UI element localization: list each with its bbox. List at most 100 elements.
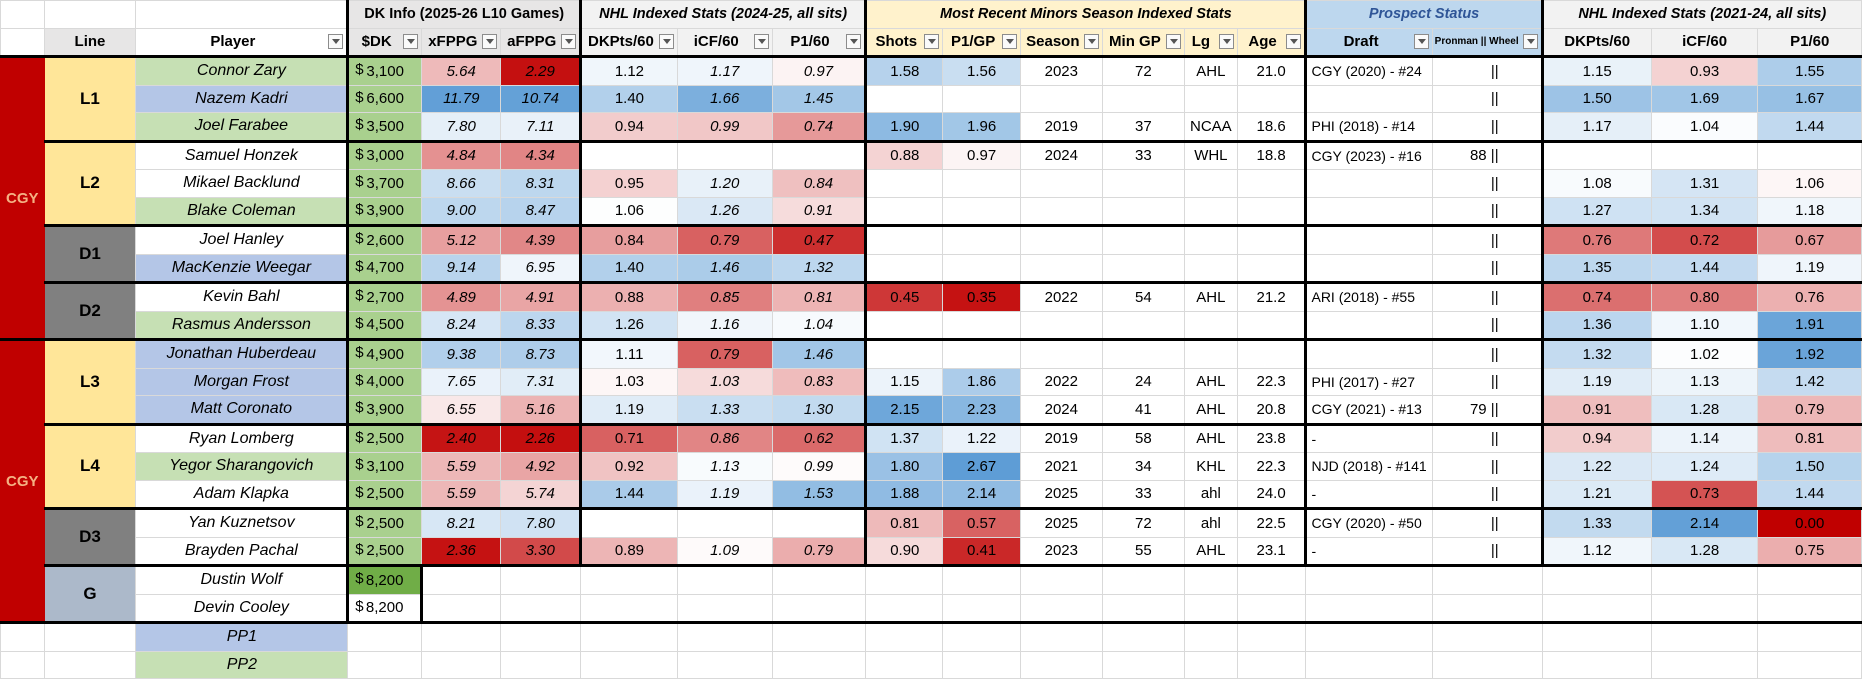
minors-season: 2022 bbox=[1019, 367, 1103, 396]
player-name[interactable]: Rasmus Andersson bbox=[135, 310, 350, 340]
empty-cell bbox=[0, 650, 45, 679]
nhl-dkpts60: 1.26 bbox=[579, 310, 678, 340]
header-icf60[interactable]: iCF/60 bbox=[676, 27, 773, 57]
table-row: Nazem Kadri $6,600 11.79 10.74 1.40 1.66 1.45 |… bbox=[1, 84, 1862, 113]
header-season[interactable]: Season bbox=[1019, 27, 1103, 57]
xfppg: 5.59 bbox=[421, 479, 502, 509]
filter-dropdown-icon[interactable] bbox=[1001, 33, 1017, 49]
player-name[interactable]: Brayden Pachal bbox=[135, 536, 350, 566]
minors-shots: 0.88 bbox=[864, 139, 944, 170]
hist-p160: 1.42 bbox=[1757, 367, 1862, 396]
filter-dropdown-icon[interactable] bbox=[561, 33, 577, 49]
pp-label-2[interactable]: PP2 bbox=[135, 650, 349, 679]
minors-season: 2023 bbox=[1019, 55, 1103, 86]
filter-dropdown-icon[interactable] bbox=[482, 33, 498, 49]
minors-season: 2025 bbox=[1019, 479, 1103, 509]
nhl-p160: 1.46 bbox=[771, 338, 867, 369]
player-name[interactable]: Devin Cooley bbox=[135, 593, 350, 623]
filter-dropdown-icon[interactable] bbox=[1166, 33, 1182, 49]
minors-season: 2024 bbox=[1019, 395, 1103, 425]
minors-shots: 1.90 bbox=[864, 112, 944, 142]
player-name[interactable]: Kevin Bahl bbox=[135, 281, 350, 312]
player-name[interactable]: Nazem Kadri bbox=[135, 84, 350, 113]
player-name[interactable]: Connor Zary bbox=[135, 55, 350, 86]
header-min-gp[interactable]: Min GP bbox=[1101, 27, 1186, 57]
header-dk[interactable]: $DK bbox=[346, 27, 423, 57]
player-name[interactable]: Blake Coleman bbox=[135, 196, 350, 226]
header-xfppg[interactable]: xFPPG bbox=[421, 27, 502, 57]
draft: CGY (2020) - #24 bbox=[1304, 55, 1433, 86]
filter-dropdown-icon[interactable] bbox=[846, 33, 862, 49]
hist-dkpts60: 1.22 bbox=[1540, 452, 1652, 481]
player-name[interactable]: Ryan Lomberg bbox=[135, 422, 350, 453]
empty-cell bbox=[1650, 564, 1759, 595]
line-label-l3: L3 bbox=[43, 338, 137, 425]
filter-dropdown-icon[interactable] bbox=[924, 33, 940, 49]
player-name[interactable]: Samuel Honzek bbox=[135, 139, 350, 170]
player-name[interactable]: Yan Kuznetsov bbox=[135, 507, 350, 538]
minors-season: 2023 bbox=[1019, 536, 1103, 566]
header-draft[interactable]: Draft bbox=[1304, 27, 1433, 57]
header-hist-dkpts60: DKPts/60 bbox=[1540, 27, 1652, 57]
dollar-sign: $ bbox=[355, 314, 364, 332]
filter-dropdown-icon[interactable] bbox=[328, 33, 344, 49]
group-header-nhl: NHL Indexed Stats (2024-25, all sits) bbox=[579, 0, 867, 29]
filter-dropdown-icon[interactable] bbox=[1522, 33, 1538, 49]
group-header-minors: Most Recent Minors Season Indexed Stats bbox=[864, 0, 1307, 29]
player-name[interactable]: Morgan Frost bbox=[135, 367, 350, 396]
empty-cell bbox=[1101, 650, 1186, 679]
minors-min-gp: 41 bbox=[1101, 395, 1186, 425]
draft: CGY (2023) - #16 bbox=[1304, 139, 1433, 170]
filter-dropdown-icon[interactable] bbox=[1413, 33, 1429, 49]
draft: ARI (2018) - #55 bbox=[1304, 281, 1433, 312]
dk-salary-value: 6,600 bbox=[366, 90, 404, 108]
player-name[interactable]: MacKenzie Weegar bbox=[135, 253, 350, 283]
dk-salary: $2,500 bbox=[347, 536, 423, 566]
empty-cell bbox=[500, 650, 582, 679]
player-name[interactable]: Matt Coronato bbox=[135, 395, 350, 425]
filter-dropdown-icon[interactable] bbox=[1286, 33, 1302, 49]
header-dkpts60[interactable]: DKPts/60 bbox=[579, 27, 678, 57]
header-p1gp[interactable]: P1/GP bbox=[942, 27, 1021, 57]
player-name[interactable]: Joel Farabee bbox=[135, 112, 350, 142]
header-player[interactable]: Player bbox=[135, 27, 349, 57]
minors-league bbox=[1184, 169, 1238, 198]
xfppg: 11.79 bbox=[421, 84, 502, 113]
header-lg[interactable]: Lg bbox=[1184, 27, 1238, 57]
filter-dropdown-icon[interactable] bbox=[1218, 33, 1234, 49]
afppg: 8.33 bbox=[500, 310, 582, 340]
minors-season: 2021 bbox=[1019, 452, 1103, 481]
header-age[interactable]: Age bbox=[1236, 27, 1307, 57]
empty-cell bbox=[580, 621, 678, 652]
dollar-sign: $ bbox=[355, 456, 364, 473]
nhl-p160: 1.53 bbox=[771, 479, 867, 509]
player-name[interactable]: Dustin Wolf bbox=[135, 564, 350, 595]
header-afppg[interactable]: aFPPG bbox=[500, 27, 582, 57]
header-p160[interactable]: P1/60 bbox=[771, 27, 867, 57]
draft: - bbox=[1304, 422, 1433, 453]
nhl-p160 bbox=[771, 139, 867, 170]
nhl-dkpts60 bbox=[579, 507, 678, 538]
minors-league: AHL bbox=[1184, 55, 1238, 86]
player-name[interactable]: Yegor Sharangovich bbox=[135, 452, 350, 481]
dollar-sign: $ bbox=[355, 116, 364, 133]
player-name[interactable]: Joel Hanley bbox=[135, 224, 350, 255]
pronman-wheel: || bbox=[1431, 224, 1543, 255]
table-row: PP2 bbox=[0, 650, 1862, 679]
nhl-icf60 bbox=[676, 507, 773, 538]
minors-p1gp: 0.97 bbox=[942, 139, 1021, 170]
dk-salary: $2,600 bbox=[347, 224, 423, 255]
filter-dropdown-icon[interactable] bbox=[753, 33, 769, 49]
header-pronman[interactable]: Pronman || Wheel bbox=[1431, 27, 1543, 57]
player-name[interactable]: Adam Klapka bbox=[135, 479, 350, 509]
filter-dropdown-icon[interactable] bbox=[403, 33, 419, 49]
player-name[interactable]: Mikael Backlund bbox=[135, 169, 350, 198]
nhl-p160: 1.45 bbox=[771, 84, 867, 113]
dk-salary-value: 2,600 bbox=[366, 231, 404, 249]
filter-dropdown-icon[interactable] bbox=[658, 33, 674, 49]
filter-dropdown-icon[interactable] bbox=[1083, 33, 1099, 49]
header-shots[interactable]: Shots bbox=[864, 27, 944, 57]
player-name[interactable]: Jonathan Huberdeau bbox=[135, 338, 350, 369]
minors-league bbox=[1184, 84, 1238, 113]
afppg: 10.74 bbox=[500, 84, 582, 113]
